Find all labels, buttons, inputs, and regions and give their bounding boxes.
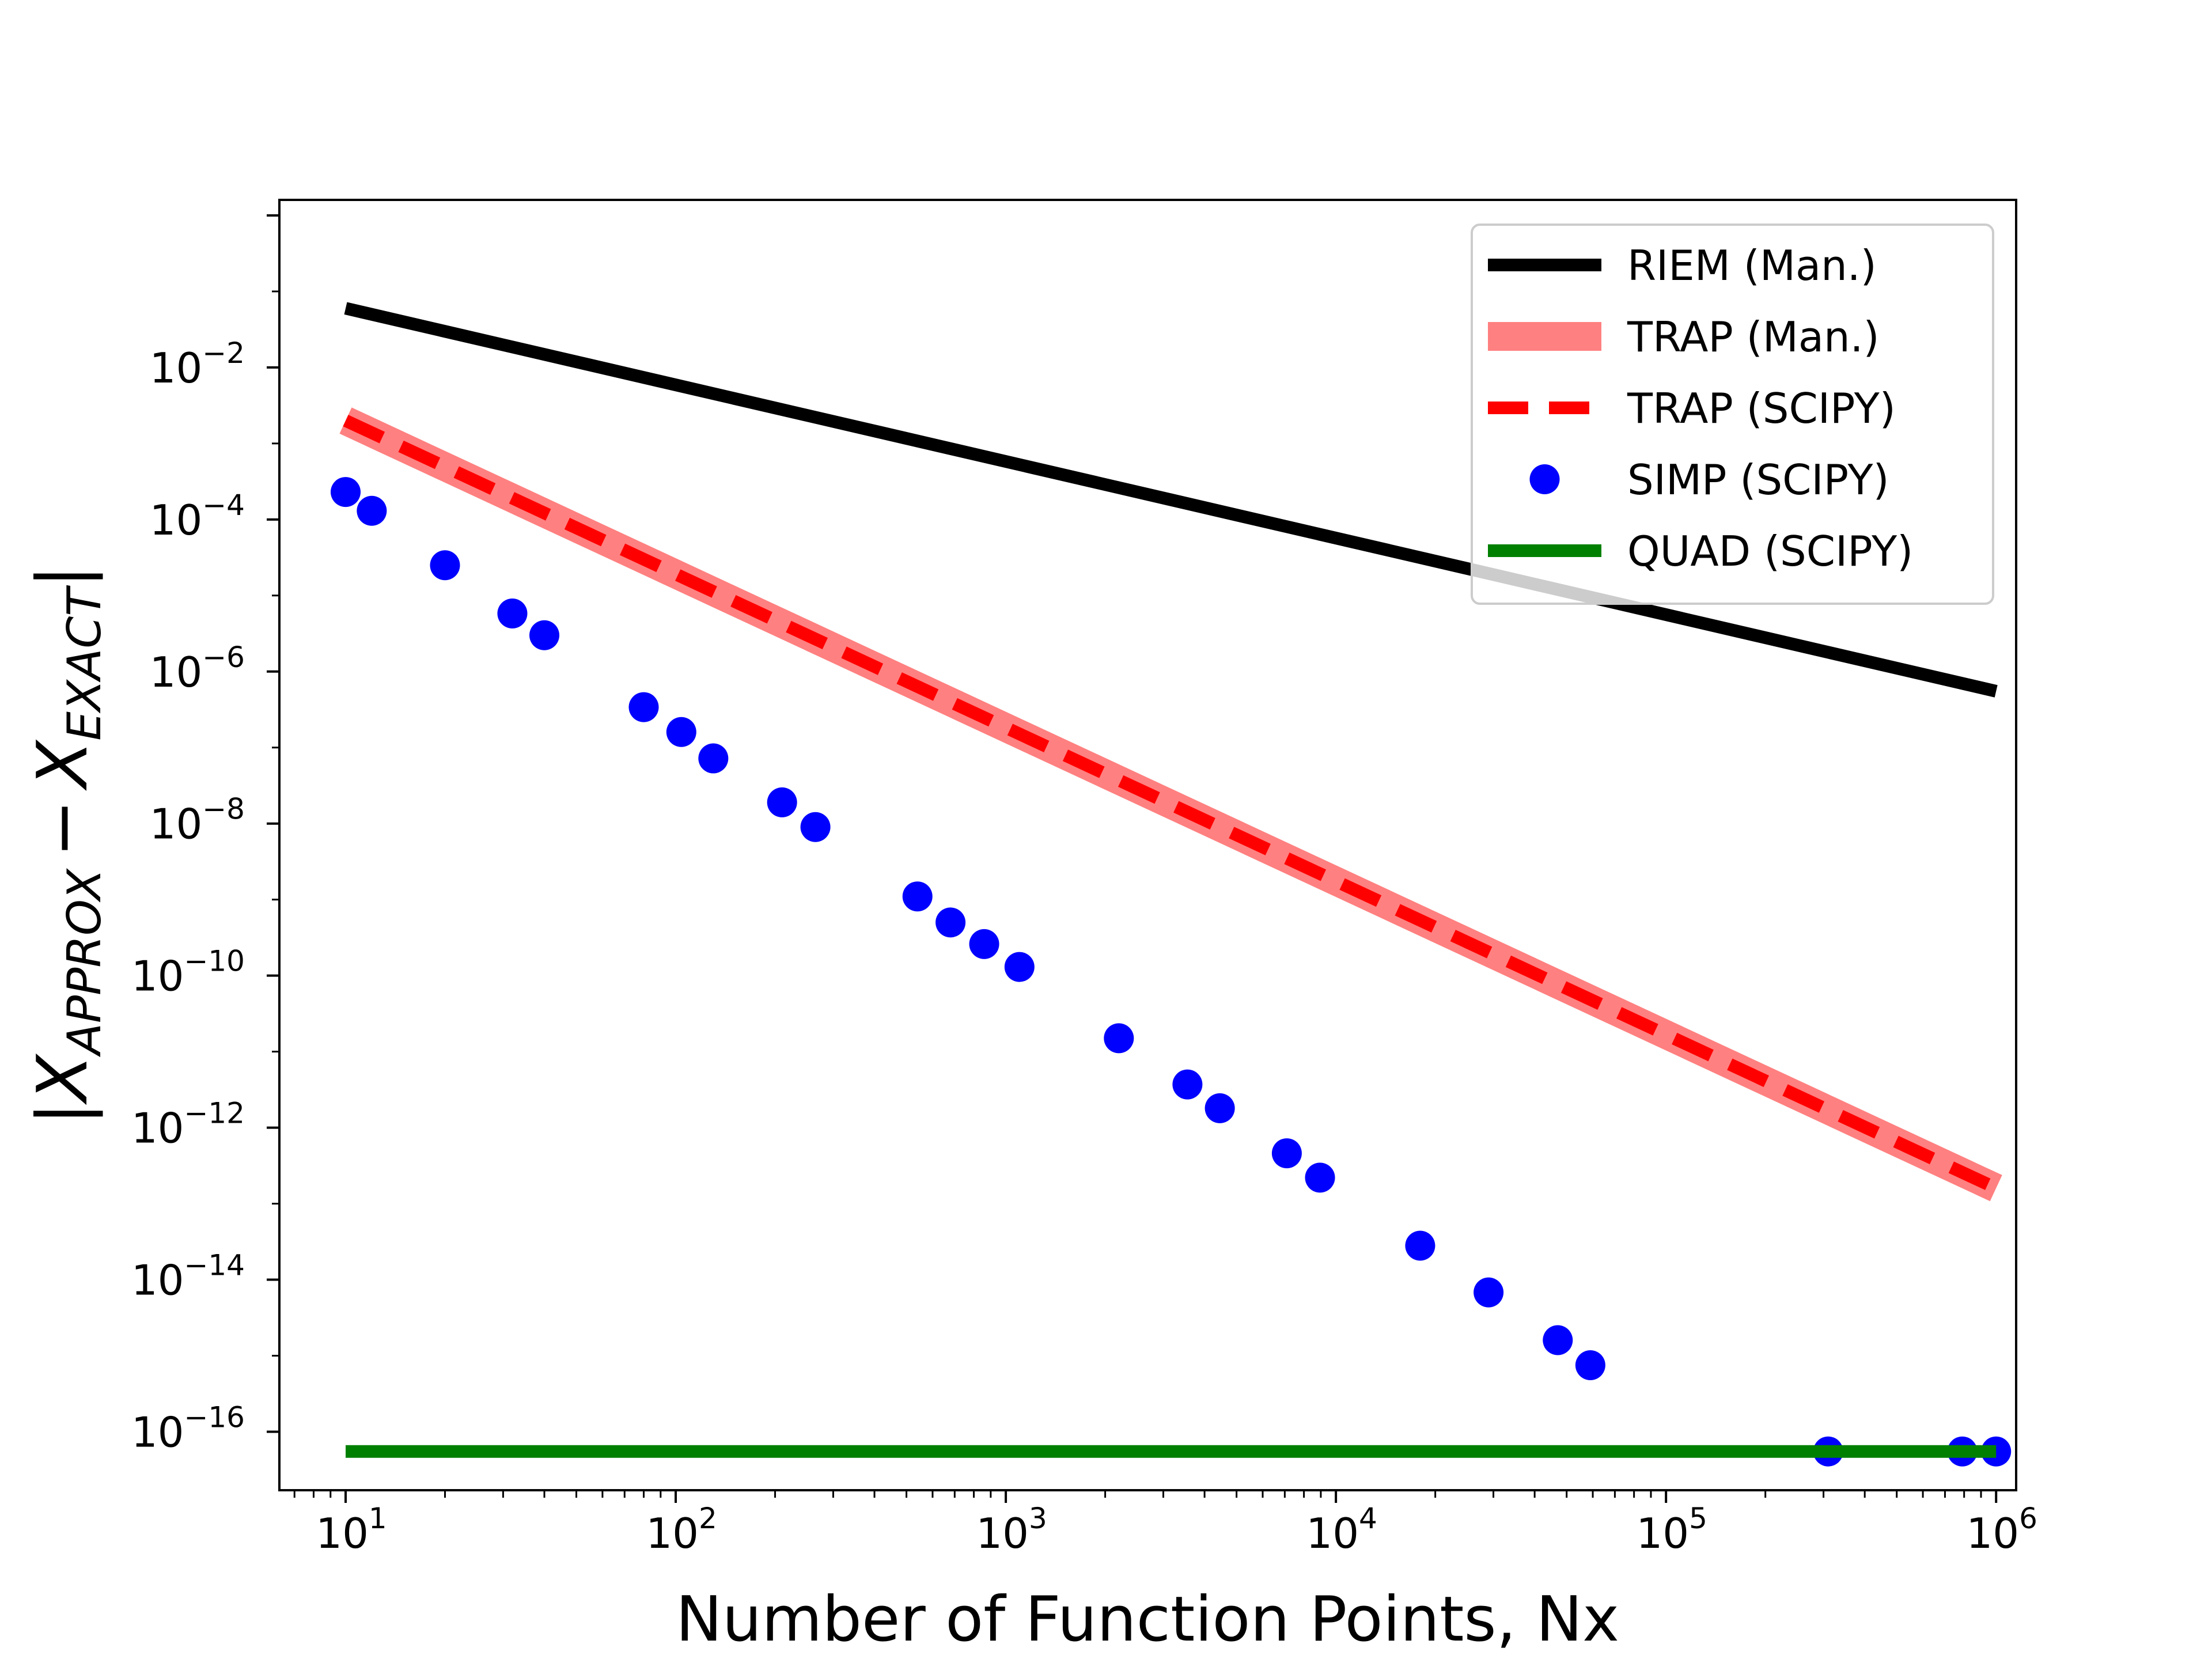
y-tick-label: 10−12 xyxy=(131,1097,245,1153)
y-label-bar-left: | xyxy=(23,1102,103,1125)
x-tick-label: 103 xyxy=(976,1502,1047,1558)
data-point xyxy=(1474,1277,1504,1308)
x-tick-label: 101 xyxy=(316,1502,387,1558)
data-point xyxy=(969,929,999,959)
y-label-x-exact: X xyxy=(23,739,103,791)
y-tick-label: 10−10 xyxy=(131,945,245,1001)
legend-label: TRAP (Man.) xyxy=(1627,313,1880,361)
data-point xyxy=(1305,1162,1335,1193)
x-axis-label: Number of Function Points, Nx xyxy=(676,1584,1619,1656)
legend-box xyxy=(1471,224,1994,605)
data-point xyxy=(1575,1350,1605,1380)
data-point xyxy=(767,787,797,817)
legend-label: SIMP (SCIPY) xyxy=(1627,456,1889,504)
data-point xyxy=(497,599,528,629)
series-line-riem-man xyxy=(344,302,1998,698)
data-point xyxy=(357,495,387,526)
series-simp-scipy xyxy=(330,477,2012,1467)
y-tick-label: 10−16 xyxy=(131,1400,245,1456)
legend: RIEM (Man.) TRAP (Man.) TRAP (SCIPY) SIMP (… xyxy=(1471,224,1994,605)
data-point xyxy=(1543,1325,1573,1355)
legend-label: TRAP (SCIPY) xyxy=(1627,384,1896,433)
legend-entry: SIMP (SCIPY) xyxy=(1529,456,1889,504)
data-point xyxy=(330,477,361,507)
svg-text:|XAPPROX−XEXACT|: |XAPPROX−XEXACT| xyxy=(23,565,111,1125)
x-tick-label: 105 xyxy=(1636,1502,1707,1558)
data-point xyxy=(902,881,933,912)
y-tick-label: 10−8 xyxy=(150,793,245,849)
axes-frame xyxy=(278,199,2017,1491)
x-axis: 101 102 103 104 105 106 xyxy=(293,1490,2037,1558)
x-tick-label: 104 xyxy=(1306,1502,1377,1558)
data-point xyxy=(1271,1138,1302,1169)
y-label-bar-right: | xyxy=(23,565,103,588)
y-tick-label: 10−14 xyxy=(131,1249,245,1305)
data-point xyxy=(1981,1436,2012,1467)
x-tick-label: 102 xyxy=(646,1502,717,1558)
legend-entry: TRAP (Man.) xyxy=(1488,313,1880,361)
data-point xyxy=(935,907,966,938)
legend-entry: QUAD (SCIPY) xyxy=(1488,527,1913,575)
y-axis: 10−2 10−4 10−6 10−8 10−10 10−12 10−14 10−16 xyxy=(131,214,279,1456)
data-point xyxy=(698,743,729,774)
y-label-x-approx: X xyxy=(23,1053,103,1105)
legend-label: QUAD (SCIPY) xyxy=(1627,527,1913,575)
y-tick-label: 10−2 xyxy=(150,336,245,392)
y-tick-label: 10−4 xyxy=(150,488,245,544)
data-point xyxy=(1004,952,1035,982)
y-label-minus: − xyxy=(23,800,103,858)
plot-area xyxy=(330,302,2012,1467)
data-point xyxy=(666,717,696,747)
y-axis-label: |XAPPROX−XEXACT| xyxy=(23,565,111,1125)
legend-entry: TRAP (SCIPY) xyxy=(1488,384,1896,433)
plot-border xyxy=(278,199,2017,1491)
data-point xyxy=(628,692,659,722)
legend-entry: RIEM (Man.) xyxy=(1488,241,1877,290)
y-label-sub-approx: APPROX xyxy=(58,868,111,1058)
data-point xyxy=(1104,1023,1134,1054)
legend-label: RIEM (Man.) xyxy=(1627,241,1877,290)
series-line-trap-man xyxy=(339,407,2002,1202)
legend-swatch xyxy=(1529,464,1560,494)
data-point xyxy=(1205,1093,1235,1123)
data-point xyxy=(430,550,460,581)
data-point xyxy=(529,620,559,650)
data-point xyxy=(1405,1230,1435,1261)
y-label-sub-exact: EXACT xyxy=(58,585,111,741)
x-tick-label: 106 xyxy=(1966,1502,2037,1558)
y-tick-label: 10−6 xyxy=(150,641,245,696)
data-point xyxy=(800,812,831,842)
data-point xyxy=(1172,1069,1203,1100)
